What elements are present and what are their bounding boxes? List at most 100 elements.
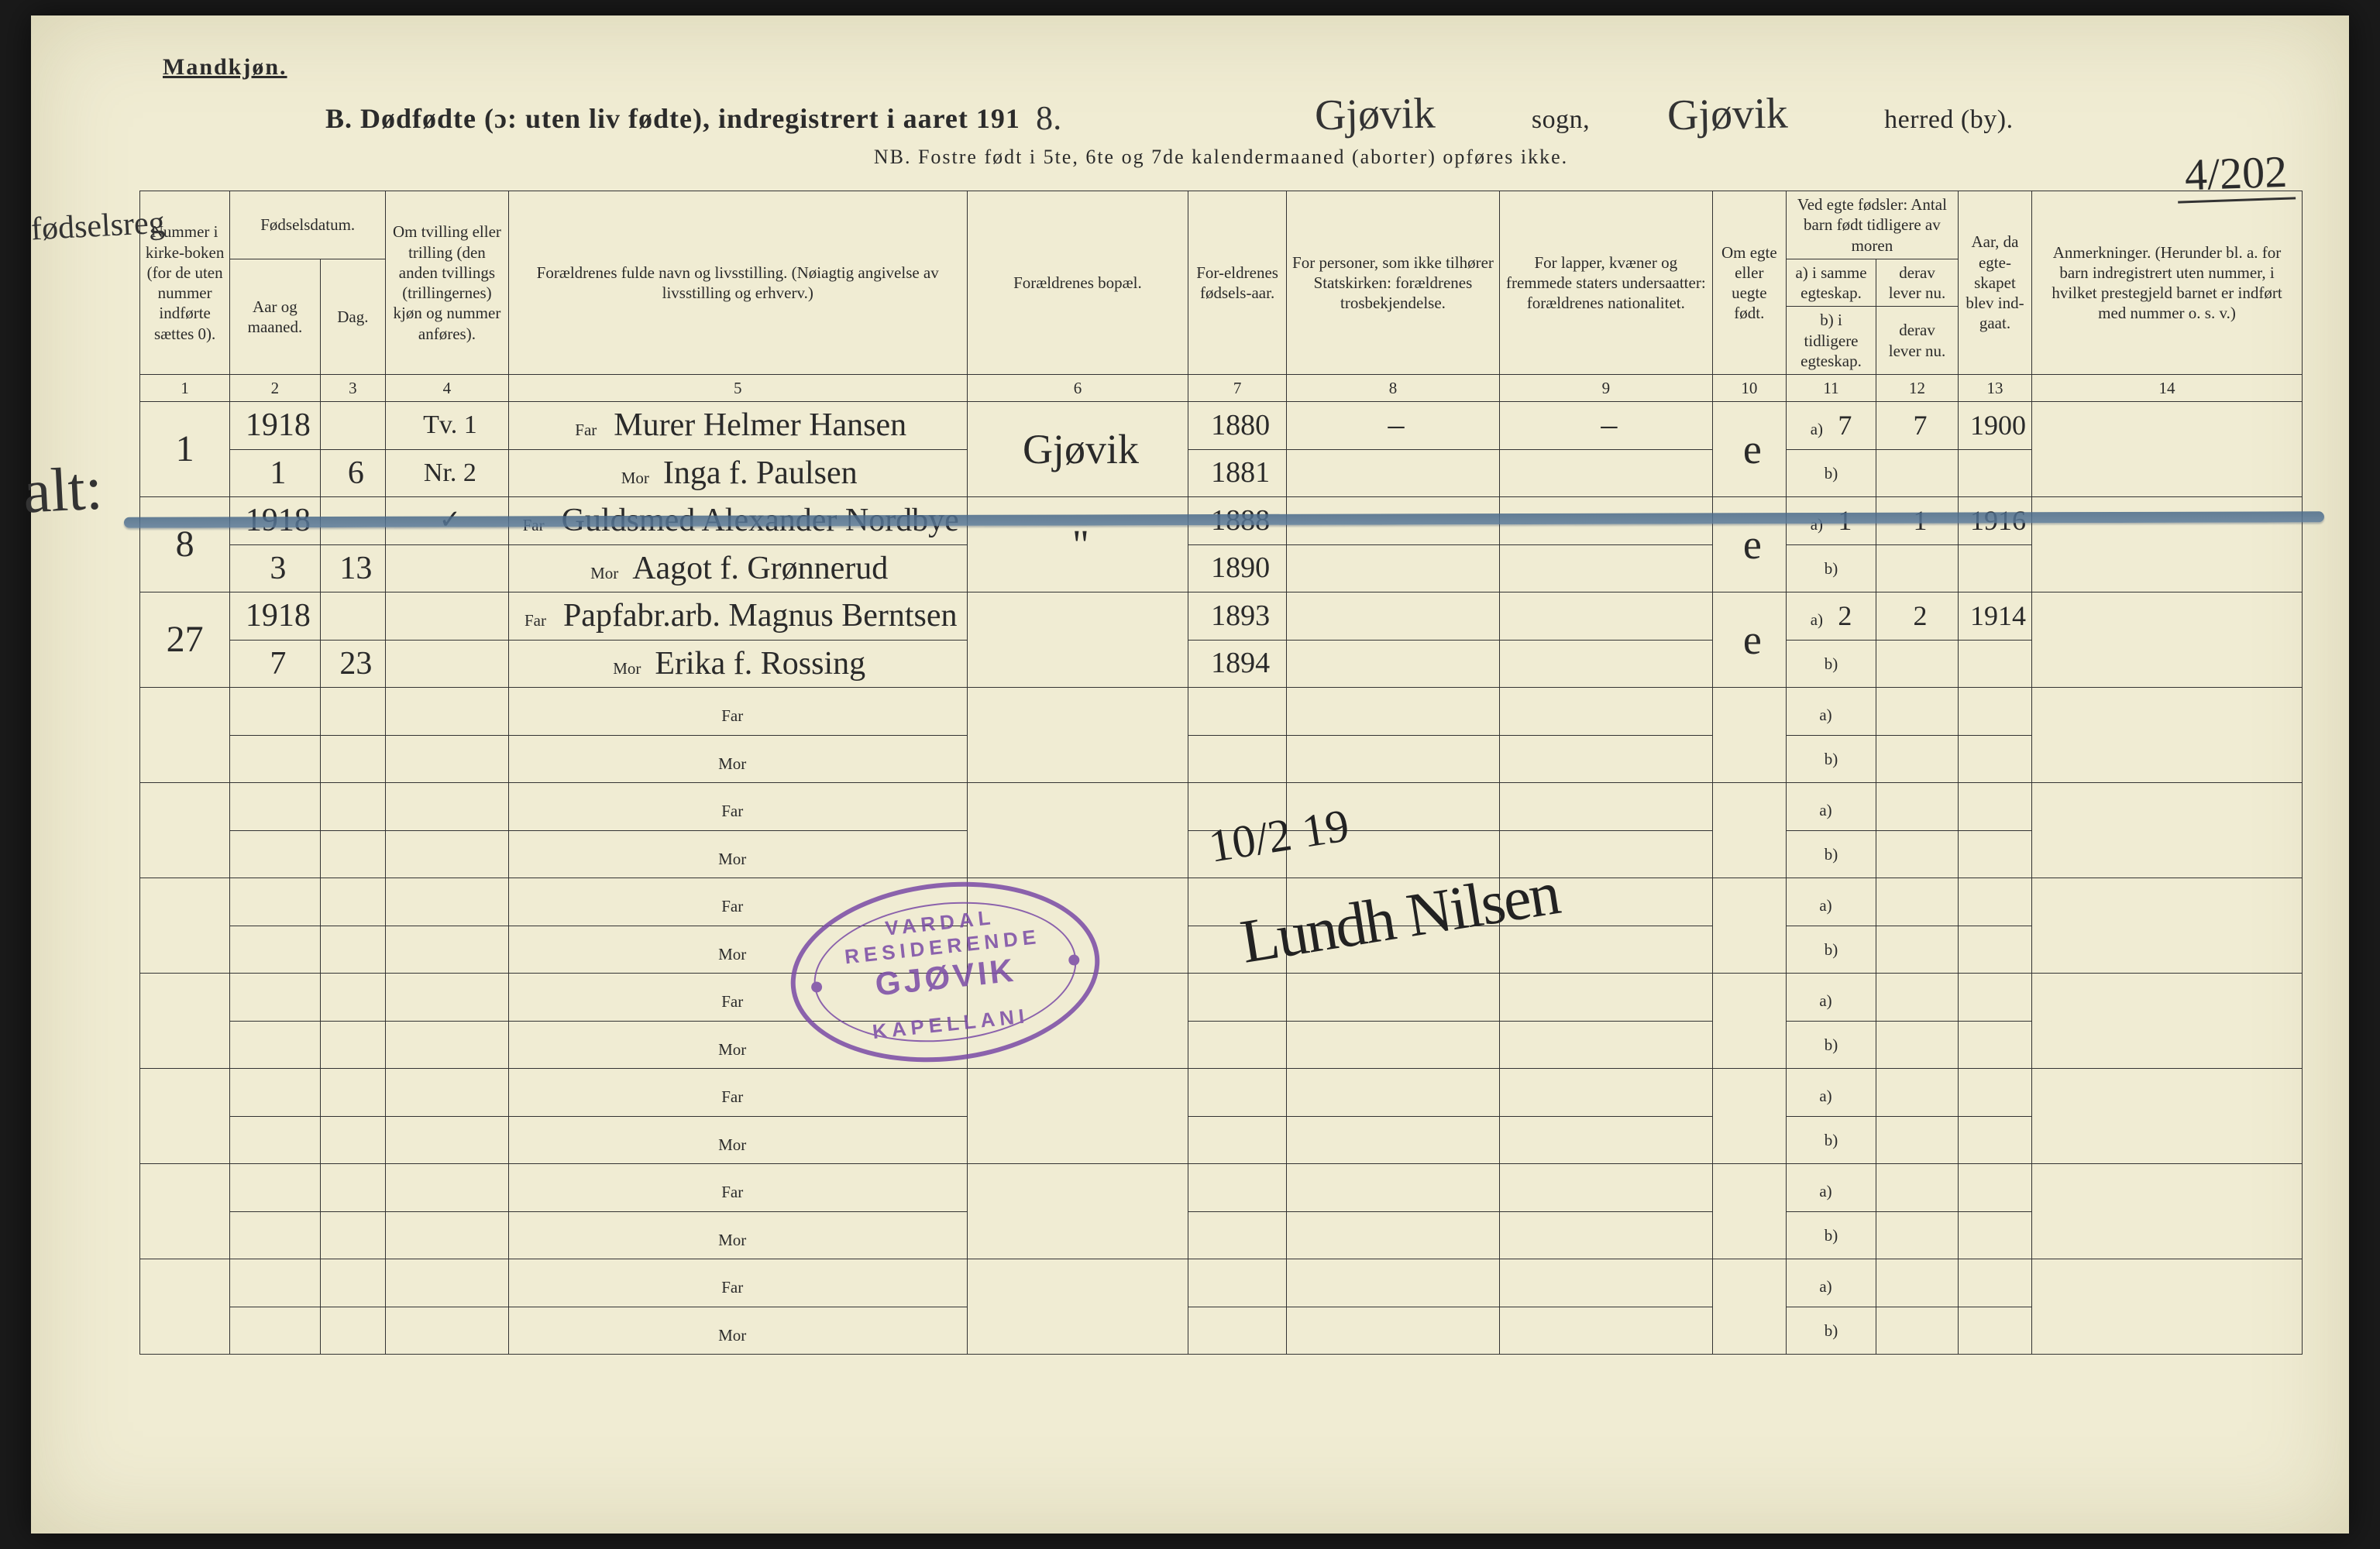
month (230, 830, 320, 878)
twin-bot (386, 1307, 509, 1355)
year: 1918 (230, 592, 320, 641)
record-row-mor: Morb) (140, 1307, 2303, 1355)
c12-b (1876, 544, 1959, 592)
mor-birthyear (1188, 735, 1287, 783)
col8-far (1287, 688, 1500, 736)
c11-b: b) (1786, 926, 1876, 974)
col8-mor (1287, 544, 1500, 592)
c11-b: b) (1786, 735, 1876, 783)
col8-far (1287, 1069, 1500, 1117)
c11-b: b) (1786, 449, 1876, 497)
day: 6 (320, 449, 386, 497)
mor-birthyear (1188, 1211, 1287, 1259)
twin-bot (386, 830, 509, 878)
mor-label: Mor (508, 1211, 967, 1259)
col9-far (1499, 974, 1712, 1022)
c11-a: a) (1786, 688, 1876, 736)
day (320, 926, 386, 974)
col9-mor (1499, 1211, 1712, 1259)
c12-a (1876, 974, 1959, 1022)
col9-mor (1499, 544, 1712, 592)
document-page: Mandkjøn. B. Dødfødte (ɔ: uten liv fødte… (31, 15, 2349, 1534)
twin-top (386, 878, 509, 926)
col9-far: – (1499, 402, 1712, 450)
mor-label: MorInga f. Paulsen (508, 449, 967, 497)
c11-b: b) (1786, 640, 1876, 688)
far-label: Far (508, 1164, 967, 1212)
c13 (1958, 1164, 2031, 1212)
day-blank (320, 688, 386, 736)
month (230, 1211, 320, 1259)
c11-b: b) (1786, 1021, 1876, 1069)
c13-b (1958, 1116, 2031, 1164)
c13-b (1958, 1021, 2031, 1069)
c13-b (1958, 640, 2031, 688)
col9-far (1499, 1259, 1712, 1307)
c12-a (1876, 1259, 1959, 1307)
c12-a (1876, 783, 1959, 831)
col9-mor (1499, 735, 1712, 783)
mor-label: MorErika f. Rossing (508, 640, 967, 688)
far-name (749, 693, 760, 729)
coln-5: 5 (508, 375, 967, 402)
egte (1712, 1164, 1786, 1259)
day-blank (320, 974, 386, 1022)
record-row-mor: 16Nr. 2MorInga f. Paulsen1881b) (140, 449, 2303, 497)
year (230, 878, 320, 926)
mor-name (749, 836, 760, 872)
record-row-mor: 723MorErika f. Rossing1894b) (140, 640, 2303, 688)
egte (1712, 688, 1786, 783)
twin-bot (386, 640, 509, 688)
gender-heading: Mandkjøn. (163, 54, 2303, 81)
year (230, 783, 320, 831)
bopel (967, 1259, 1188, 1355)
c12-b (1876, 926, 1959, 974)
day-blank (320, 592, 386, 641)
remarks (2032, 1259, 2303, 1355)
c13-b (1958, 1211, 2031, 1259)
day-blank (320, 1259, 386, 1307)
mor-name: Aagot f. Grønnerud (621, 551, 888, 586)
title-prefix: B. Dødfødte (ɔ: uten liv fødte), indregi… (325, 102, 1020, 135)
col12b: derav lever nu. (1876, 307, 1959, 375)
col8-mor (1287, 1116, 1500, 1164)
col2-top: Fødselsdatum. (230, 191, 386, 259)
day-blank (320, 783, 386, 831)
coln-8: 8 (1287, 375, 1500, 402)
bopel (967, 783, 1188, 878)
remarks (2032, 974, 2303, 1069)
col8-mor (1287, 1211, 1500, 1259)
twin-top (386, 688, 509, 736)
far-name (749, 979, 760, 1015)
month (230, 1021, 320, 1069)
record-number (140, 878, 230, 974)
twin-bot (386, 735, 509, 783)
far-birthyear (1188, 974, 1287, 1022)
c13-b (1958, 449, 2031, 497)
year (230, 1164, 320, 1212)
record-number (140, 783, 230, 878)
year (230, 1069, 320, 1117)
egte: e (1712, 592, 1786, 688)
twin-bot (386, 1211, 509, 1259)
mor-name (749, 1027, 760, 1063)
col4-header: Om tvilling eller trilling (den anden tv… (386, 191, 509, 375)
far-name: Murer Helmer Hansen (603, 407, 906, 443)
month: 3 (230, 544, 320, 592)
day (320, 1307, 386, 1355)
col8-header: For personer, som ikke tilhører Statskir… (1287, 191, 1500, 375)
col11b: b) i tidligere egteskap. (1786, 307, 1876, 375)
c11-a: a) (1786, 1259, 1876, 1307)
c13 (1958, 783, 2031, 831)
c12-a (1876, 688, 1959, 736)
egte (1712, 878, 1786, 974)
bopel (967, 688, 1188, 783)
margin-note-alt: alt: (22, 453, 105, 527)
twin-top (386, 592, 509, 641)
table-header: Nummer i kirke-boken (for de uten nummer… (140, 191, 2303, 402)
c12-b (1876, 1307, 1959, 1355)
far-name (749, 788, 760, 824)
record-row-far: Fara) (140, 974, 2303, 1022)
remarks (2032, 1069, 2303, 1164)
c12-a (1876, 1069, 1959, 1117)
